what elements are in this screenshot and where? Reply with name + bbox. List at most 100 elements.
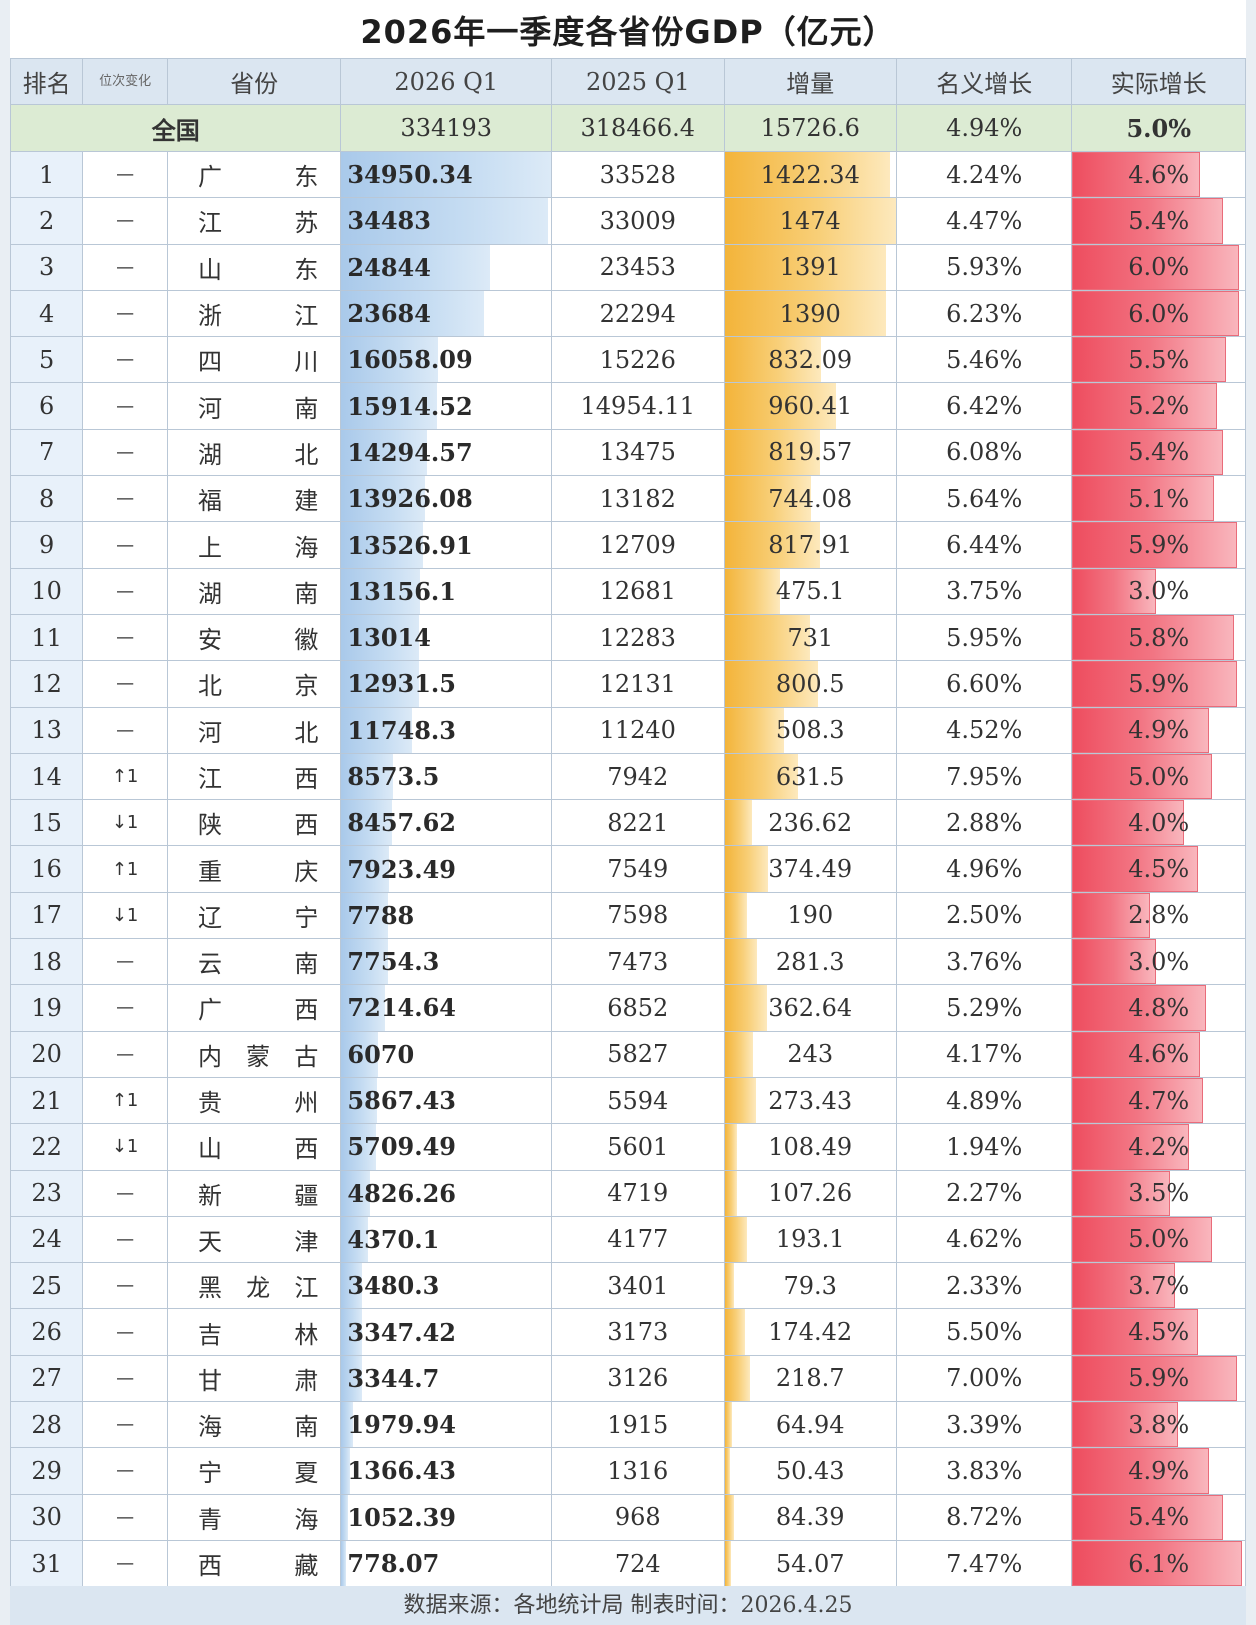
q1-2025-cell: 3126 (551, 1354, 725, 1403)
province-cell: 西藏 (166, 1539, 342, 1588)
nominal-growth-cell: 4.96% (895, 845, 1073, 893)
q1-2025-cell: 1915 (551, 1401, 725, 1449)
increase-value: 64.94 (775, 1410, 845, 1439)
real-growth-bar (1072, 1171, 1170, 1216)
q1-2026-cell: 778.07 (340, 1539, 553, 1588)
nominal-growth-cell: 5.50% (895, 1308, 1073, 1356)
real-growth-bar (1072, 152, 1201, 197)
q1-2026-cell: 12931.5 (340, 660, 553, 708)
table-row: 13— 河北 11748.3 11240 508.3 4.52% 4.9% (9, 706, 1246, 754)
increase-value: 108.49 (768, 1132, 853, 1161)
rank-cell: 26 (9, 1308, 84, 1356)
increase-bar (725, 476, 812, 521)
nominal-growth-cell: 2.88% (895, 799, 1073, 847)
increase-cell: 190 (723, 891, 897, 940)
table-row: 24— 天津 4370.1 4177 193.1 4.62% 5.0% (9, 1215, 1246, 1264)
rank-cell: 7 (9, 428, 84, 477)
national-real: 5.0% (1071, 104, 1246, 152)
nominal-growth-cell: 2.27% (895, 1169, 1073, 1217)
q1-2026-cell: 3480.3 (340, 1262, 553, 1310)
table-row: 23— 新疆 4826.26 4719 107.26 2.27% 3.5% (9, 1169, 1246, 1217)
q1-2026-value: 1366.43 (347, 1456, 456, 1486)
province-cell: 广东 (166, 150, 342, 199)
q1-2026-bar (341, 939, 388, 984)
nominal-growth-cell: 3.75% (895, 567, 1073, 615)
rank-cell: 27 (9, 1354, 84, 1403)
q1-2025-cell: 4177 (551, 1215, 725, 1264)
real-growth-bar (1072, 1217, 1212, 1262)
real-growth-cell: 5.1% (1071, 475, 1246, 523)
real-growth-value: 5.4% (1128, 1503, 1190, 1532)
increase-value: 174.42 (768, 1318, 853, 1347)
q1-2026-bar (341, 569, 421, 614)
nominal-growth-cell: 4.17% (895, 1030, 1073, 1078)
increase-cell: 960.41 (723, 382, 897, 430)
q1-2026-cell: 5867.43 (340, 1076, 553, 1125)
q1-2025-cell: 12709 (551, 521, 725, 569)
q1-2026-value: 11748.3 (347, 715, 456, 745)
increase-value: 50.43 (775, 1456, 845, 1485)
increase-value: 817.91 (768, 531, 853, 560)
real-growth-value: 3.5% (1128, 1179, 1190, 1208)
increase-cell: 50.43 (723, 1447, 897, 1495)
q1-2025-cell: 1316 (551, 1447, 725, 1495)
increase-bar (725, 1309, 745, 1355)
rank-cell: 21 (9, 1076, 84, 1125)
national-label: 全国 (9, 104, 342, 152)
q1-2026-value: 7214.64 (347, 993, 456, 1023)
header-province: 省份 (166, 58, 342, 105)
rank-cell: 22 (9, 1123, 84, 1171)
real-growth-bar (1072, 430, 1223, 475)
table-row: 18— 云南 7754.3 7473 281.3 3.76% 3.0% (9, 938, 1246, 986)
rank-cell: 8 (9, 475, 84, 523)
nominal-growth-cell: 5.29% (895, 984, 1073, 1032)
q1-2026-cell: 1366.43 (340, 1447, 553, 1495)
q1-2026-bar (341, 1495, 348, 1540)
real-growth-value: 4.6% (1128, 1040, 1190, 1069)
province-cell: 上海 (166, 521, 342, 569)
national-increase: 15726.6 (723, 104, 897, 152)
q1-2026-value: 7788 (347, 900, 415, 930)
table-row: 22 ↓1 山西 5709.49 5601 108.49 1.94% 4.2% (9, 1123, 1246, 1171)
real-growth-bar (1072, 846, 1198, 892)
increase-value: 800.5 (775, 669, 845, 698)
real-growth-value: 5.9% (1128, 669, 1190, 698)
real-growth-bar (1072, 1032, 1201, 1077)
increase-value: 193.1 (775, 1225, 845, 1254)
rank-change-cell: ↑1 (82, 1076, 168, 1125)
gdp-table-sheet: 2026年一季度各省份GDP（亿元） 排名 位次变化 省份 2026 Q1 20… (9, 0, 1246, 1625)
q1-2026-bar (341, 1356, 362, 1401)
table-row: 28— 海南 1979.94 1915 64.94 3.39% 3.8% (9, 1401, 1246, 1449)
page-title: 2026年一季度各省份GDP（亿元） (360, 13, 896, 51)
increase-cell: 236.62 (723, 799, 897, 847)
q1-2026-value: 13926.08 (347, 484, 473, 514)
rank-cell: 12 (9, 660, 84, 708)
nominal-growth-cell: 6.44% (895, 521, 1073, 569)
increase-bar (725, 522, 820, 568)
header-real: 实际增长 (1071, 58, 1246, 105)
header-q1-2026: 2026 Q1 (340, 58, 553, 105)
increase-cell: 362.64 (723, 984, 897, 1032)
increase-bar (725, 708, 784, 753)
real-growth-cell: 3.8% (1071, 1401, 1246, 1449)
increase-cell: 174.42 (723, 1308, 897, 1356)
real-growth-bar (1072, 1448, 1209, 1494)
q1-2026-bar (341, 1078, 377, 1123)
increase-bar (725, 1356, 750, 1401)
rank-change-cell: — (82, 984, 168, 1032)
real-growth-value: 5.8% (1128, 623, 1190, 652)
real-growth-bar (1072, 383, 1218, 429)
real-growth-value: 3.0% (1128, 947, 1190, 976)
table-row: 10— 湖南 13156.1 12681 475.1 3.75% 3.0% (9, 567, 1246, 615)
rank-change-cell: — (82, 382, 168, 430)
province-cell: 河北 (166, 706, 342, 754)
q1-2025-cell: 14954.11 (551, 382, 725, 430)
rank-change-cell: — (82, 938, 168, 986)
nominal-growth-cell: 8.72% (895, 1493, 1073, 1541)
real-growth-cell: 6.0% (1071, 243, 1246, 291)
q1-2026-bar (341, 893, 389, 938)
province-cell: 福建 (166, 475, 342, 523)
table-row: 1— 广东 34950.34 33528 1422.34 4.24% 4.6% (9, 150, 1246, 199)
rank-cell: 13 (9, 706, 84, 754)
increase-value: 243 (787, 1040, 834, 1069)
